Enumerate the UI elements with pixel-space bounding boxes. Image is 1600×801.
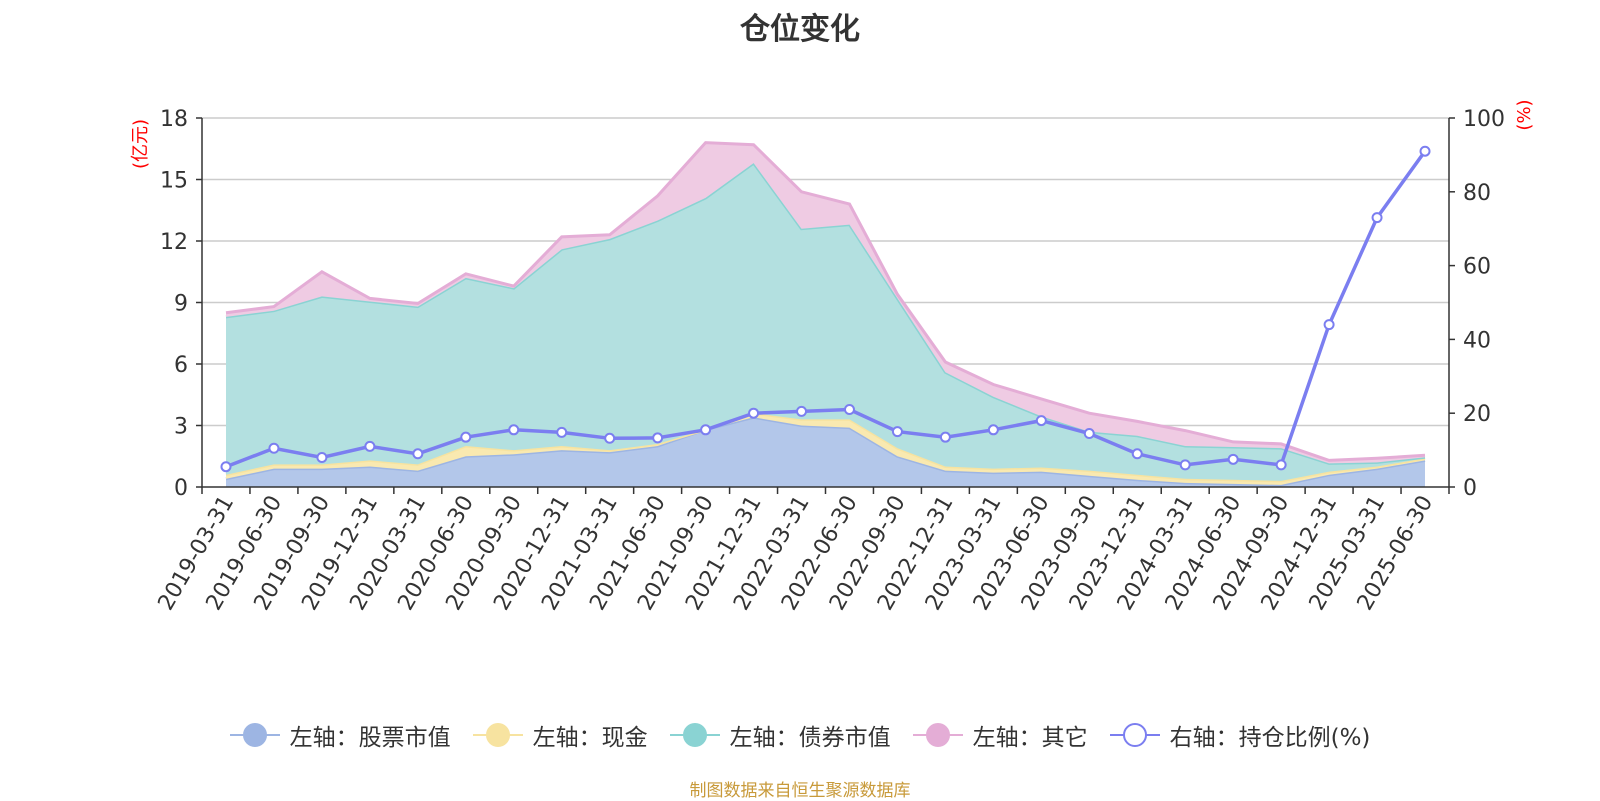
ratio-point [460, 431, 472, 443]
left-tick-label: 15 [160, 169, 188, 194]
ratio-point [1227, 453, 1239, 465]
ratio-point [508, 424, 520, 436]
ratio-point [939, 431, 951, 443]
ratio-point [1323, 319, 1335, 331]
legend-item[interactable]: 右轴：持仓比例(%) [1109, 718, 1371, 752]
ratio-point [891, 426, 903, 438]
left-tick-label: 6 [174, 353, 188, 378]
ratio-line [220, 145, 1431, 473]
left-tick-label: 18 [160, 107, 188, 132]
left-tick-label: 9 [174, 292, 188, 317]
right-tick-label: 20 [1463, 402, 1491, 427]
legend-swatch [912, 722, 963, 748]
legend-swatch [472, 722, 523, 748]
left-tick-label: 3 [174, 415, 188, 440]
ratio-point [604, 432, 616, 444]
legend-item[interactable]: 左轴：现金 [472, 718, 648, 752]
legend-label: 左轴：其它 [972, 725, 1088, 751]
ratio-point [268, 442, 280, 454]
ratio-point [412, 448, 424, 460]
ratio-point [700, 424, 712, 436]
left-tick-label: 0 [174, 476, 188, 501]
legend-label: 左轴：股票市值 [289, 725, 451, 751]
ratio-point [316, 451, 328, 463]
legend-swatch [229, 722, 280, 748]
ratio-point [364, 440, 376, 452]
legend: 左轴：股票市值 左轴：现金 左轴：债券市值 左轴：其它 右轴：持仓比例(%) [0, 718, 1600, 752]
ratio-point [1083, 427, 1095, 439]
right-tick-label: 80 [1463, 181, 1491, 206]
ratio-point [843, 404, 855, 416]
series-edge [225, 141, 1426, 462]
legend-item[interactable]: 左轴：股票市值 [229, 718, 451, 752]
right-axis-unit: (%) [1514, 99, 1535, 130]
ratio-point [1035, 415, 1047, 427]
left-tick-label: 12 [160, 230, 188, 255]
legend-label: 左轴：现金 [532, 725, 648, 751]
series-area [226, 163, 1425, 481]
legend-swatch [1109, 722, 1160, 748]
right-tick-label: 100 [1463, 107, 1505, 132]
ratio-point [1275, 459, 1287, 471]
ratio-point [220, 461, 232, 473]
ratio-point [1419, 145, 1431, 157]
ratio-point [796, 405, 808, 417]
data-source-footnote: 制图数据来自恒生聚源数据库 [689, 781, 911, 801]
ratio-point [556, 426, 568, 438]
ratio-point [1179, 459, 1191, 471]
chart-title: 仓位变化 [740, 12, 860, 47]
ratio-point [1371, 212, 1383, 224]
legend-swatch [669, 722, 720, 748]
ratio-point [652, 432, 664, 444]
ratio-line-path [225, 150, 1427, 469]
series-area [226, 142, 1425, 464]
ratio-point [748, 407, 760, 419]
right-tick-label: 40 [1463, 328, 1491, 353]
legend-item[interactable]: 左轴：债券市值 [669, 718, 891, 752]
ratio-point [987, 424, 999, 436]
legend-item[interactable]: 左轴：其它 [912, 718, 1088, 752]
right-tick-label: 0 [1463, 476, 1477, 501]
stacked-areas [225, 141, 1426, 487]
left-axis-unit: (亿元) [130, 119, 151, 169]
ratio-point [1131, 448, 1143, 460]
legend-label: 左轴：债券市值 [729, 725, 891, 751]
legend-label: 右轴：持仓比例(%) [1169, 725, 1371, 751]
series-area [226, 417, 1425, 487]
right-tick-label: 60 [1463, 255, 1491, 280]
